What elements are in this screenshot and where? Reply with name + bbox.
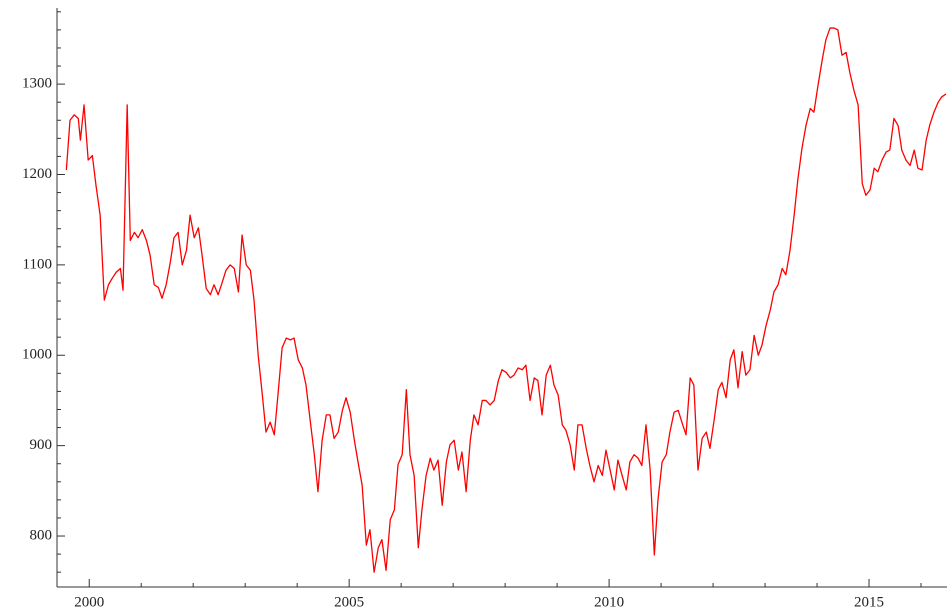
y-tick-label: 1200 bbox=[22, 166, 52, 182]
x-tick-label: 2005 bbox=[334, 594, 364, 610]
data-line bbox=[65, 27, 947, 573]
y-tick-label: 1100 bbox=[23, 256, 52, 272]
x-tick-label: 2015 bbox=[854, 594, 884, 610]
y-tick-label: 800 bbox=[30, 527, 53, 543]
x-tick-label: 2010 bbox=[594, 594, 624, 610]
y-tick-label: 1300 bbox=[22, 76, 52, 92]
y-tick-label: 1000 bbox=[22, 347, 52, 363]
x-tick-label: 2000 bbox=[74, 594, 104, 610]
y-tick-label: 900 bbox=[30, 437, 53, 453]
